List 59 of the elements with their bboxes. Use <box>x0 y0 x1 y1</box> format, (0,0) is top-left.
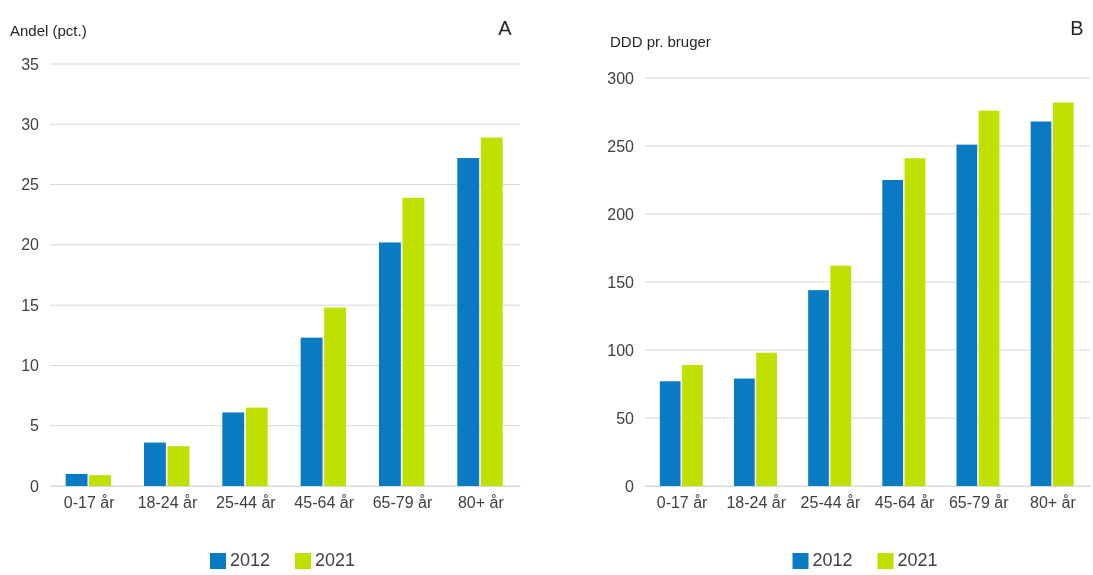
y-tick-label: 250 <box>607 137 635 155</box>
y-axis-title: Andel (pct.) <box>10 22 87 39</box>
y-tick-label: 20 <box>21 236 40 254</box>
y-tick-label: 10 <box>21 357 40 375</box>
x-tick-label: 65-79 år <box>948 494 1010 512</box>
x-tick-label: 45-64 år <box>874 494 936 512</box>
legend-label: 2021 <box>897 550 938 570</box>
y-tick-label: 25 <box>21 176 40 194</box>
y-tick-label: 0 <box>625 477 635 495</box>
x-tick-label: 0-17 år <box>63 494 116 512</box>
legend-label: 2021 <box>315 550 356 570</box>
bar <box>1030 121 1052 486</box>
bar <box>682 364 703 486</box>
y-axis-title: DDD pr. bruger <box>610 33 711 50</box>
bar <box>324 307 347 486</box>
bar <box>830 265 852 486</box>
bar <box>222 412 245 486</box>
x-tick-label: 45-64 år <box>294 494 355 512</box>
y-tick-label: 50 <box>616 409 635 427</box>
y-tick-label: 5 <box>30 417 40 435</box>
legend-label: 2012 <box>812 550 853 570</box>
y-tick-label: 30 <box>21 115 40 133</box>
y-tick-label: 15 <box>21 296 40 314</box>
bar <box>402 197 425 486</box>
bar <box>904 158 926 486</box>
bar <box>1052 102 1074 486</box>
legend-label: 2012 <box>230 550 271 570</box>
bar <box>756 352 777 486</box>
bar <box>167 446 190 486</box>
bar <box>457 158 480 486</box>
x-tick-label: 80+ år <box>457 494 505 512</box>
chart-title: A <box>498 17 513 39</box>
x-tick-label: 18-24 år <box>726 494 787 512</box>
x-tick-label: 18-24 år <box>137 494 198 512</box>
bar <box>89 475 112 486</box>
x-tick-label: 0-17 år <box>656 494 709 512</box>
x-tick-label: 25-44 år <box>800 494 861 512</box>
bar <box>65 473 88 486</box>
x-tick-label: 80+ år <box>1030 494 1077 512</box>
bar <box>956 144 978 486</box>
bar <box>978 110 1000 486</box>
y-tick-label: 300 <box>607 69 635 87</box>
chart-title: B <box>1070 17 1084 39</box>
bar <box>882 180 904 486</box>
bar <box>300 337 323 486</box>
bar <box>379 242 401 486</box>
y-tick-label: 150 <box>607 273 635 291</box>
bar <box>480 137 503 486</box>
bar <box>659 381 681 486</box>
y-tick-label: 100 <box>607 341 635 359</box>
bar <box>734 378 755 486</box>
x-tick-label: 65-79 år <box>372 494 433 512</box>
y-tick-label: 35 <box>21 55 40 73</box>
bar <box>245 407 268 486</box>
y-tick-label: 0 <box>30 477 40 495</box>
x-tick-label: 25-44 år <box>216 494 277 512</box>
bar <box>808 290 829 486</box>
y-tick-label: 200 <box>607 205 635 223</box>
bar <box>144 442 166 486</box>
